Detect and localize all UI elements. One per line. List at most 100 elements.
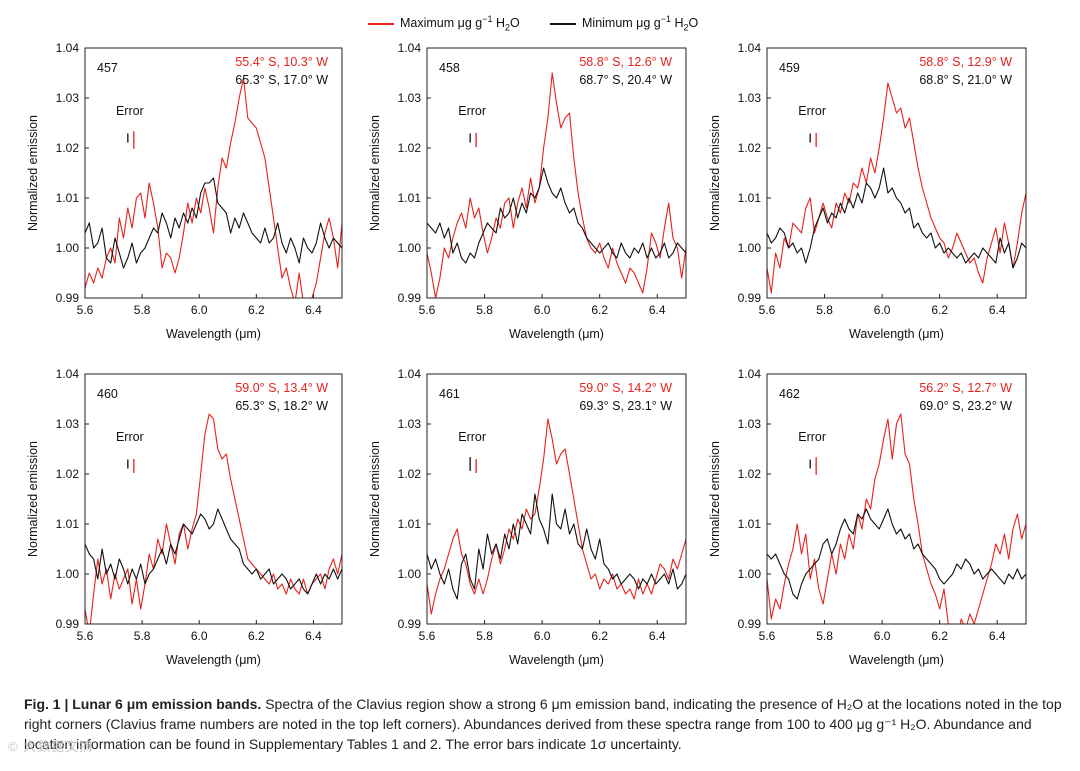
location-maximum: 59.0° S, 13.4° W — [235, 381, 328, 395]
location-maximum: 59.0° S, 14.2° W — [579, 381, 672, 395]
x-tick-label: 6.0 — [191, 303, 208, 317]
chart-panel-461: 0.99 1.00 1.01 1.02 1.03 1.04 5.6 5.8 6.0 6.2 6.4 W… — [368, 367, 687, 667]
plot-frame — [766, 47, 1027, 299]
x-axis-label: Wavelength (μm) — [166, 327, 261, 341]
x-tick-label: 5.6 — [759, 629, 776, 643]
series-line-minimum-458 — [427, 167, 686, 264]
x-tick-label: 6.4 — [305, 303, 322, 317]
y-axis-label: Normalized emission — [368, 441, 382, 557]
y-tick-label: 1.00 — [738, 567, 762, 581]
y-tick-label: 1.00 — [56, 567, 80, 581]
frame-number: 459 — [779, 61, 800, 75]
error-label: Error — [458, 104, 486, 118]
y-tick-label: 1.04 — [738, 41, 762, 55]
y-tick-label: 1.02 — [56, 141, 80, 155]
y-tick-label: 1.04 — [738, 367, 762, 381]
y-axis-label: Normalized emission — [708, 441, 722, 557]
x-tick-label: 5.8 — [476, 303, 493, 317]
y-tick-label: 1.01 — [398, 191, 422, 205]
y-axis-label: Normalized emission — [26, 441, 40, 557]
y-tick-label: 1.00 — [398, 567, 422, 581]
plot-frame — [426, 47, 687, 299]
x-tick-label: 6.4 — [305, 629, 322, 643]
y-tick-label: 1.01 — [738, 191, 762, 205]
y-tick-label: 1.01 — [56, 517, 80, 531]
x-tick-label: 6.0 — [874, 303, 891, 317]
location-maximum: 58.8° S, 12.9° W — [919, 55, 1012, 69]
x-axis-label: Wavelength (μm) — [166, 653, 261, 667]
plot-frame — [426, 373, 687, 625]
x-tick-label: 5.8 — [134, 629, 151, 643]
legend-maximum: Maximum μg g−1 H2O — [368, 14, 520, 33]
y-tick-label: 0.99 — [738, 291, 762, 305]
y-tick-label: 1.03 — [738, 91, 762, 105]
location-minimum: 69.0° S, 23.2° W — [919, 399, 1012, 413]
frame-number: 462 — [779, 387, 800, 401]
caption-body: Spectra of the Clavius region show a str… — [24, 696, 1062, 752]
x-tick-label: 6.2 — [931, 303, 948, 317]
x-tick-label: 5.8 — [476, 629, 493, 643]
y-tick-label: 1.02 — [738, 467, 762, 481]
y-tick-label: 0.99 — [738, 617, 762, 631]
y-tick-label: 1.04 — [398, 367, 422, 381]
x-tick-label: 6.0 — [874, 629, 891, 643]
location-minimum: 69.3° S, 23.1° W — [579, 399, 672, 413]
series-line-maximum-457 — [85, 77, 342, 298]
x-axis-label: Wavelength (μm) — [849, 653, 944, 667]
location-minimum: 68.8° S, 21.0° W — [919, 73, 1012, 87]
y-tick-label: 1.00 — [738, 241, 762, 255]
x-tick-label: 6.4 — [649, 303, 666, 317]
location-maximum: 58.8° S, 12.6° W — [579, 55, 672, 69]
y-tick-label: 1.01 — [738, 517, 762, 531]
series-line-minimum-459 — [767, 167, 1026, 269]
y-tick-label: 1.03 — [738, 417, 762, 431]
chart-panel-460: 0.99 1.00 1.01 1.02 1.03 1.04 5.6 5.8 6.0 6.2 6.4 W… — [26, 367, 343, 667]
location-maximum: 56.2° S, 12.7° W — [919, 381, 1012, 395]
y-tick-label: 1.02 — [398, 141, 422, 155]
y-tick-label: 0.99 — [56, 291, 80, 305]
x-tick-label: 5.8 — [134, 303, 151, 317]
chart-panel-458: 0.99 1.00 1.01 1.02 1.03 1.04 5.6 5.8 6.0 6.2 6.4 W… — [368, 41, 687, 341]
location-minimum: 65.3° S, 17.0° W — [235, 73, 328, 87]
x-tick-label: 6.2 — [248, 303, 265, 317]
watermark: © 大数据文摘 — [8, 739, 94, 754]
y-tick-label: 1.02 — [738, 141, 762, 155]
y-axis-label: Normalized emission — [708, 115, 722, 231]
x-axis-label: Wavelength (μm) — [509, 653, 604, 667]
y-tick-label: 1.04 — [56, 41, 80, 55]
y-tick-label: 1.00 — [56, 241, 80, 255]
x-tick-label: 6.2 — [931, 629, 948, 643]
x-axis-label: Wavelength (μm) — [509, 327, 604, 341]
chart-panel-457: 0.99 1.00 1.01 1.02 1.03 1.04 5.6 5.8 6.0 6.2 6.4 W… — [26, 41, 343, 341]
series-line-maximum-459 — [767, 82, 1026, 294]
y-tick-label: 1.03 — [56, 417, 80, 431]
x-tick-label: 6.0 — [534, 629, 551, 643]
y-tick-label: 1.03 — [56, 91, 80, 105]
location-minimum: 68.7° S, 20.4° W — [579, 73, 672, 87]
error-label: Error — [458, 430, 486, 444]
series-line-maximum-461 — [427, 418, 686, 615]
x-tick-label: 6.2 — [591, 303, 608, 317]
series-line-maximum-462 — [767, 413, 1026, 624]
y-tick-label: 1.02 — [56, 467, 80, 481]
chart-panel-462: 0.99 1.00 1.01 1.02 1.03 1.04 5.6 5.8 6.0 6.2 6.4 W… — [708, 367, 1027, 667]
y-tick-label: 1.03 — [398, 417, 422, 431]
plot-frame — [84, 47, 343, 299]
figure-caption: Fig. 1 | Lunar 6 μm emission bands. Spec… — [24, 694, 1064, 754]
y-tick-label: 1.01 — [56, 191, 80, 205]
plot-frame — [766, 373, 1027, 625]
y-tick-label: 1.04 — [398, 41, 422, 55]
location-maximum: 55.4° S, 10.3° W — [235, 55, 328, 69]
x-tick-label: 6.4 — [989, 629, 1006, 643]
error-label: Error — [798, 430, 826, 444]
y-tick-label: 0.99 — [398, 291, 422, 305]
x-tick-label: 5.6 — [759, 303, 776, 317]
frame-number: 460 — [97, 387, 118, 401]
y-tick-label: 1.01 — [398, 517, 422, 531]
error-label: Error — [116, 430, 144, 444]
x-tick-label: 5.8 — [816, 629, 833, 643]
y-axis-label: Normalized emission — [368, 115, 382, 231]
figure-panels: 0.99 1.00 1.01 1.02 1.03 1.04 5.6 5.8 6.0 6.2 6.4 W… — [26, 41, 1027, 667]
x-tick-label: 5.6 — [419, 629, 436, 643]
x-tick-label: 5.6 — [77, 303, 94, 317]
